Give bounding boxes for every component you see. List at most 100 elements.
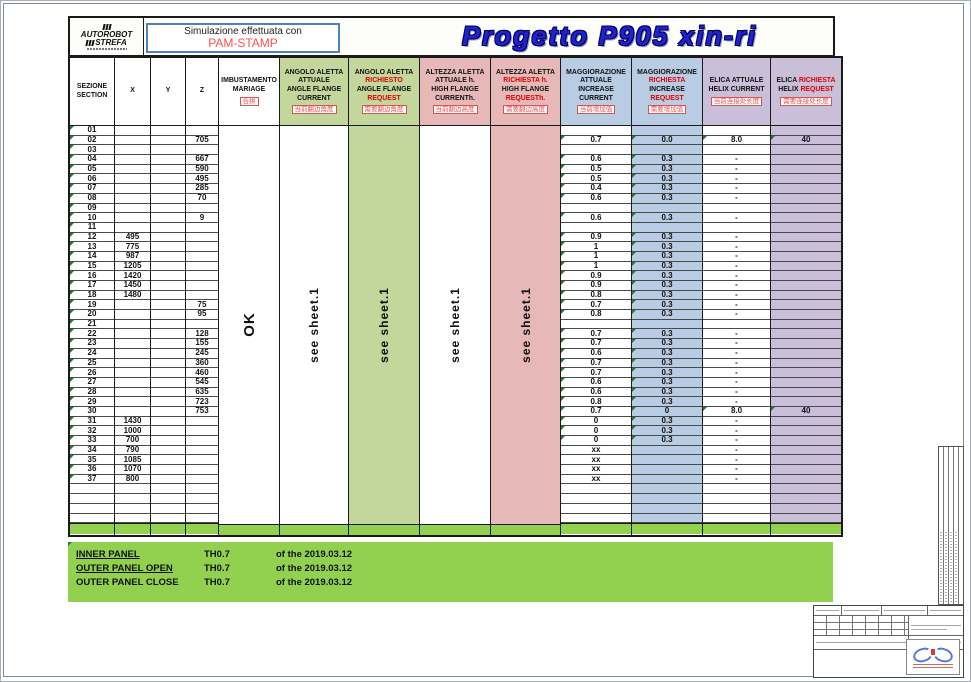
comment-marker-icon xyxy=(70,232,74,237)
table-cell-ea: - xyxy=(703,271,770,281)
table-cell-y xyxy=(151,474,185,485)
table-cell-ma: 0.5 xyxy=(561,165,631,175)
table-column-hr: ALTEZZA ALETTA RICHIESTA h. HIGH FLANGE REQ… xyxy=(490,58,560,535)
table-cell-ea: - xyxy=(703,368,770,378)
column-header-text: RICHIESTA xyxy=(648,77,686,85)
table-cell-s: 14 xyxy=(70,252,114,262)
table-column-y: Y xyxy=(150,58,185,535)
table-cell-empty xyxy=(186,503,218,514)
table-cell-mr: 0.3 xyxy=(632,271,702,281)
column-header-text: ANGLE FLANGE xyxy=(286,85,342,93)
column-header-text: ANGOLO ALETTA xyxy=(284,68,344,76)
table-cell-er xyxy=(771,242,841,252)
comment-marker-icon xyxy=(632,290,636,295)
table-cell-x xyxy=(115,358,150,369)
table-cell-empty xyxy=(115,503,150,514)
column-header-text: ANGLE FLANGE xyxy=(356,85,412,93)
table-cell-ma: 0.8 xyxy=(561,291,631,301)
table-cell-empty xyxy=(70,484,114,495)
table-cell-empty xyxy=(703,494,770,504)
table-cell-mr: 0.3 xyxy=(632,387,702,398)
comment-marker-icon xyxy=(632,174,636,179)
comment-marker-icon xyxy=(70,213,74,218)
table-cell-z: 155 xyxy=(186,339,218,349)
table-cell-ea: - xyxy=(703,310,770,320)
table-cell-ea: - xyxy=(703,426,770,436)
table-cell-er xyxy=(771,474,841,485)
titleblock-cell xyxy=(909,616,963,635)
titleblock-cell xyxy=(842,606,882,615)
column-header-chinese-label: 需要翻边高度 xyxy=(503,105,548,115)
comment-marker-icon xyxy=(561,416,565,421)
table-cell-er xyxy=(771,174,841,185)
table-cell-ma: 0.8 xyxy=(561,310,631,320)
table-cell-ma: 0.6 xyxy=(561,349,631,359)
table-cell-ma xyxy=(561,126,631,136)
table-cell-ma: 0.7 xyxy=(561,300,631,311)
comment-marker-icon xyxy=(561,426,565,431)
table-cell-empty xyxy=(151,503,185,514)
table-cell-z xyxy=(186,290,218,301)
table-cell-ea: - xyxy=(703,232,770,243)
column-header-s: SEZIONE SECTION xyxy=(70,58,114,126)
panel-line: INNER PANEL TH0.7 of the 2019.03.12 xyxy=(76,548,833,562)
table-cell-s: 07 xyxy=(70,184,114,194)
panel-name: OUTER PANEL OPEN xyxy=(76,562,173,574)
table-cell-mr: 0.3 xyxy=(632,310,702,320)
table-cell-x: 800 xyxy=(115,475,150,485)
comment-marker-icon xyxy=(70,474,74,479)
table-cell-s: 17 xyxy=(70,281,114,291)
table-cell-er xyxy=(771,416,841,427)
column-header-text: RICHIESTA h. xyxy=(503,77,548,85)
table-cell-er xyxy=(771,329,841,340)
comment-marker-icon xyxy=(632,271,636,276)
table-cell-ma: xx xyxy=(561,475,631,485)
table-cell-ma: 0 xyxy=(561,436,631,446)
comment-marker-icon xyxy=(70,203,74,208)
table-cell-y xyxy=(151,222,185,233)
comment-marker-icon xyxy=(632,368,636,373)
comment-marker-icon xyxy=(632,397,636,402)
column-header-chinese-label: 需要连接处长度 xyxy=(780,96,832,106)
table-cell-ea: - xyxy=(703,436,770,446)
comment-marker-icon xyxy=(70,174,74,179)
comment-marker-icon xyxy=(632,329,636,334)
table-cell-er xyxy=(771,310,841,320)
comment-marker-icon xyxy=(561,261,565,266)
table-cell-s: 10 xyxy=(70,213,114,223)
comment-marker-icon xyxy=(632,164,636,169)
panel-thickness: TH0.7 xyxy=(204,562,230,574)
table-cell-empty xyxy=(70,513,114,524)
table-cell-er xyxy=(771,232,841,243)
comment-marker-icon xyxy=(632,416,636,421)
table-cell-ma: 0.7 xyxy=(561,339,631,349)
comment-marker-icon xyxy=(70,135,74,140)
table-cell-ma: 0.9 xyxy=(561,232,631,243)
table-cell-mr: 0.3 xyxy=(632,358,702,369)
table-cell-mr: 0.3 xyxy=(632,252,702,262)
comment-marker-icon xyxy=(70,155,74,160)
table-column-z: Z 705 667 590 495 285 70 9 75 95 128 155 245 360 460 54… xyxy=(185,58,218,535)
column-header-hr: ALTEZZA ALETTA RICHIESTA h. HIGH FLANGE REQ… xyxy=(491,58,560,126)
table-cell-x: 987 xyxy=(115,252,150,262)
table-cell-s: 11 xyxy=(70,223,114,233)
table-cell-y xyxy=(151,329,185,340)
table-cell-mr: 0.3 xyxy=(632,291,702,301)
table-cell-x xyxy=(115,193,150,204)
table-cell-x: 1450 xyxy=(115,281,150,291)
table-column-imb: IMBUSTAMENTO MARIAGE 合拼 OK xyxy=(218,58,279,535)
table-cell-ma: 0.5 xyxy=(561,174,631,185)
comment-marker-icon xyxy=(70,290,74,295)
table-cell-s: 15 xyxy=(70,261,114,272)
titleblock-cell xyxy=(882,606,928,615)
table-cell-mr: 0.3 xyxy=(632,329,702,340)
table-cell-z xyxy=(186,222,218,233)
comment-marker-icon xyxy=(70,348,74,353)
comment-marker-icon xyxy=(632,135,636,140)
table-cell-x xyxy=(115,203,150,214)
comment-marker-icon xyxy=(561,358,565,363)
table-cell-z xyxy=(186,426,218,436)
table-cell-er xyxy=(771,213,841,223)
table-footer-row xyxy=(491,523,560,535)
column-header-text: RICHIESTO xyxy=(365,77,403,85)
